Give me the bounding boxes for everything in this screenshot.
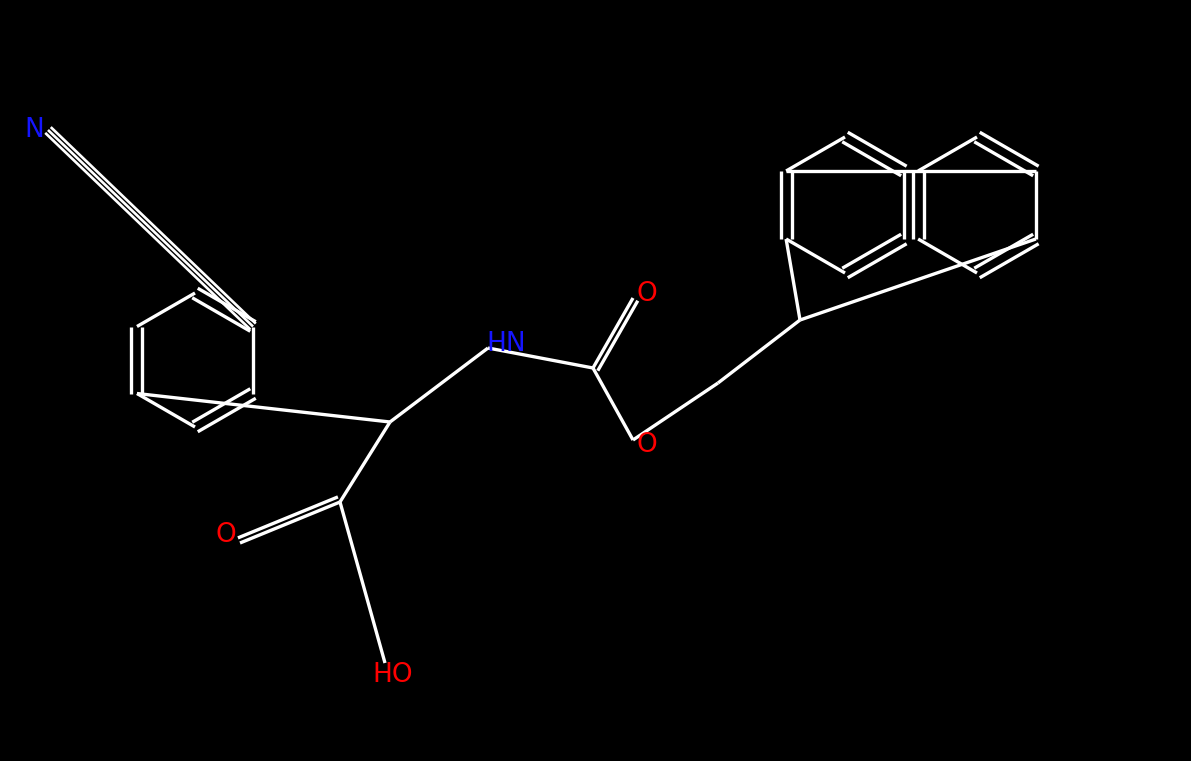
Text: HO: HO [373, 662, 413, 688]
Text: HN: HN [486, 331, 525, 357]
Text: O: O [216, 522, 236, 548]
Text: O: O [637, 281, 657, 307]
Text: O: O [637, 432, 657, 458]
Text: N: N [24, 117, 44, 143]
